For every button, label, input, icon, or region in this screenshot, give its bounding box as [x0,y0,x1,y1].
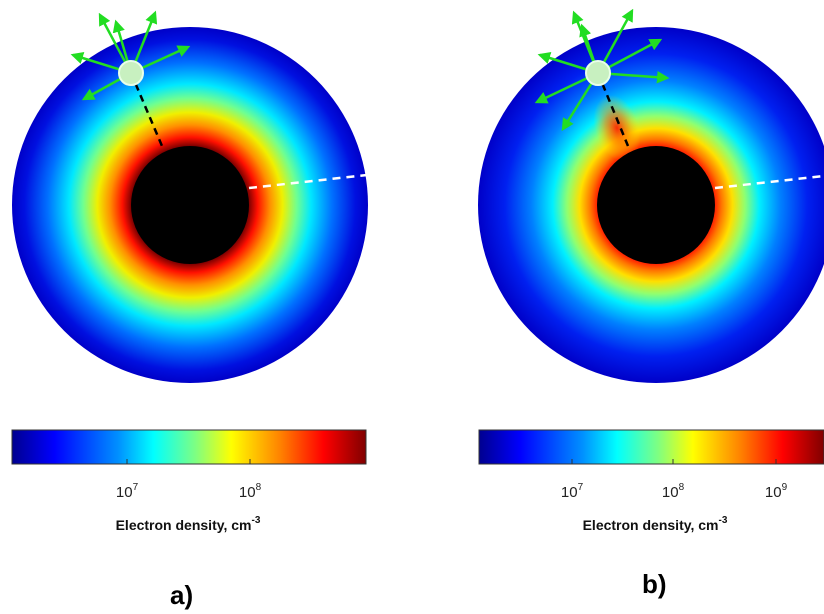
probe-line-outer-b [714,174,824,190]
colorbar-a-tick-1: 107 [116,482,139,501]
colorbar-b-tick-1: 107 [561,482,584,501]
colorbar-b-gradient [478,429,824,465]
colorbar-a-tickmarks [126,459,251,464]
source-sphere-b [585,60,611,86]
colorbar-b-label: Electron density, cm-3 [583,515,728,533]
colorbar-a: 107 108 Electron density, cm-3 [11,429,367,533]
core-a [131,146,249,264]
panel-a [12,10,368,383]
colorbar-b: 107 108 109 Electron density, cm-3 [478,429,824,533]
colorbar-b-tick-2: 108 [662,482,685,501]
colorbar-b-tickmarks [571,459,777,464]
colorbar-a-tick-2: 108 [239,482,262,501]
probe-line-inner-b [596,72,630,147]
core-b [597,146,715,264]
colorbar-a-gradient [11,429,367,465]
panel-b [478,8,824,383]
probe-line-inner-a [129,72,164,147]
panel-label-b: b) [642,569,667,599]
colorbar-b-tick-3: 109 [765,482,788,501]
probe-line-outer-a [248,173,368,190]
source-sphere-a [118,60,144,86]
panel-label-a: a) [170,580,193,610]
colorbar-a-label: Electron density, cm-3 [116,515,261,533]
